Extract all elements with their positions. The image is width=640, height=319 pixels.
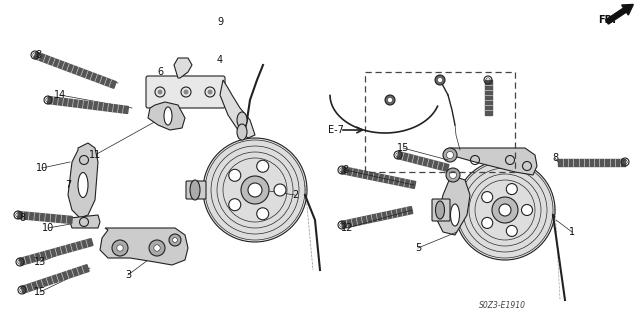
Circle shape (257, 208, 269, 220)
Text: E-7: E-7 (328, 125, 344, 135)
Polygon shape (341, 207, 413, 228)
Circle shape (455, 160, 555, 260)
Polygon shape (484, 80, 492, 115)
Circle shape (438, 78, 442, 83)
Text: 5: 5 (415, 243, 421, 253)
FancyArrow shape (605, 4, 634, 24)
Bar (365, 72, 515, 172)
Circle shape (274, 184, 286, 196)
Circle shape (499, 204, 511, 216)
Polygon shape (100, 228, 188, 265)
FancyBboxPatch shape (432, 199, 450, 221)
Ellipse shape (78, 173, 88, 197)
Text: 8: 8 (552, 153, 558, 163)
Circle shape (506, 183, 517, 195)
Text: 7: 7 (65, 180, 71, 190)
Polygon shape (19, 239, 93, 265)
Text: 3: 3 (125, 270, 131, 280)
Circle shape (154, 245, 160, 251)
Text: 8: 8 (19, 213, 25, 223)
Circle shape (435, 75, 445, 85)
Text: 15: 15 (397, 143, 409, 153)
Circle shape (257, 160, 269, 172)
Ellipse shape (164, 107, 172, 125)
Text: 11: 11 (89, 150, 101, 160)
Circle shape (492, 197, 518, 223)
Circle shape (112, 240, 128, 256)
Polygon shape (21, 265, 89, 293)
Circle shape (203, 138, 307, 242)
Text: 1: 1 (569, 227, 575, 237)
Polygon shape (148, 102, 185, 130)
Text: 8: 8 (342, 165, 348, 175)
Circle shape (443, 148, 457, 162)
Polygon shape (437, 175, 470, 235)
Circle shape (207, 90, 212, 94)
Circle shape (149, 240, 165, 256)
Text: 4: 4 (217, 55, 223, 65)
Text: 6: 6 (157, 67, 163, 77)
Circle shape (228, 169, 241, 181)
Circle shape (482, 218, 493, 228)
Circle shape (447, 152, 454, 159)
Circle shape (173, 238, 177, 242)
Circle shape (385, 95, 395, 105)
Text: 13: 13 (34, 257, 46, 267)
Circle shape (157, 90, 163, 94)
Circle shape (482, 192, 493, 203)
Polygon shape (220, 80, 255, 138)
Polygon shape (447, 148, 537, 175)
Text: 2: 2 (292, 190, 298, 200)
Ellipse shape (451, 204, 460, 226)
Circle shape (248, 183, 262, 197)
Text: 10: 10 (36, 163, 48, 173)
Polygon shape (174, 58, 192, 78)
Polygon shape (34, 52, 116, 88)
Text: 15: 15 (34, 287, 46, 297)
Polygon shape (70, 215, 100, 228)
Polygon shape (397, 152, 449, 171)
Circle shape (184, 90, 189, 94)
Text: 12: 12 (341, 223, 353, 233)
Circle shape (387, 98, 392, 102)
Circle shape (169, 234, 181, 246)
Polygon shape (18, 211, 72, 224)
FancyBboxPatch shape (186, 181, 206, 199)
Circle shape (446, 168, 460, 182)
Circle shape (228, 199, 241, 211)
Ellipse shape (435, 201, 445, 219)
Polygon shape (341, 167, 416, 189)
Ellipse shape (190, 180, 200, 200)
Text: 14: 14 (54, 90, 66, 100)
Ellipse shape (237, 112, 247, 128)
Circle shape (522, 204, 532, 216)
Circle shape (449, 172, 456, 179)
Ellipse shape (237, 124, 247, 140)
Circle shape (116, 245, 123, 251)
Circle shape (241, 176, 269, 204)
Polygon shape (68, 143, 98, 218)
Text: 8: 8 (35, 50, 41, 60)
Circle shape (506, 226, 517, 236)
Text: 10: 10 (42, 223, 54, 233)
Text: 9: 9 (217, 17, 223, 27)
FancyBboxPatch shape (146, 76, 225, 108)
Polygon shape (47, 97, 129, 114)
Text: S0Z3-E1910: S0Z3-E1910 (479, 301, 525, 310)
Polygon shape (558, 159, 625, 166)
Text: FR.: FR. (598, 15, 616, 25)
